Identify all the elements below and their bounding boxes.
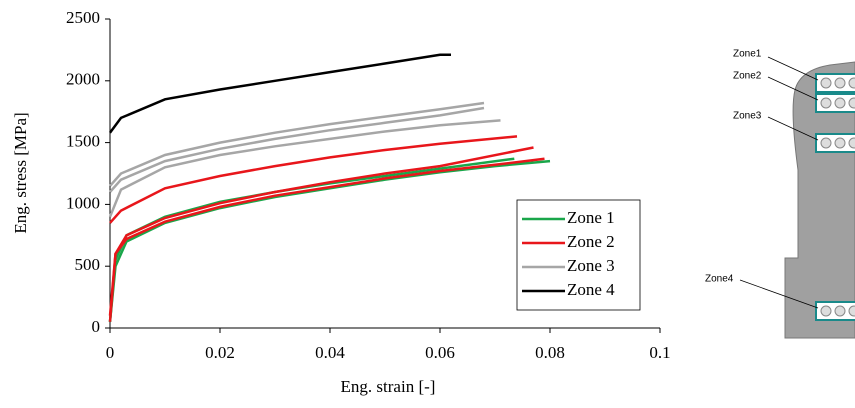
zone-label: Zone1 [733,49,762,60]
zone-label: Zone2 [733,71,762,82]
section-shape [784,61,855,339]
y-tick-label: 1000 [66,193,100,212]
y-tick-label: 1500 [66,132,100,151]
curve [109,101,485,187]
legend-label: Zone 2 [567,232,615,251]
y-axis-label: Eng. stress [MPa] [11,112,30,233]
legend-label: Zone 3 [567,256,615,275]
x-tick-label: 0.08 [535,343,565,362]
zone-label: Zone3 [733,111,762,122]
curve [108,157,515,322]
x-tick-label: 0.1 [649,343,670,362]
legend-label: Zone 1 [567,208,615,227]
y-tick-label: 2000 [66,70,100,89]
y-tick-label: 0 [92,317,101,336]
curve [109,106,485,193]
curve [108,119,501,218]
curve [108,157,545,322]
legend-label: Zone 4 [567,280,615,299]
x-tick-label: 0.04 [315,343,345,362]
x-tick-label: 0 [106,343,115,362]
y-tick-label: 2500 [66,8,100,27]
zone-label: Zone4 [705,274,734,285]
curve [108,146,534,316]
cross-section: Zone1 Zone2 Zone3 Zone4 [705,49,855,339]
curve [109,135,518,224]
y-tick-label: 500 [75,255,101,274]
x-axis-label: Eng. strain [-] [341,377,436,396]
x-tick-label: 0.02 [205,343,235,362]
x-tick-label: 0.06 [425,343,455,362]
curve [108,53,451,134]
curve [108,159,551,322]
